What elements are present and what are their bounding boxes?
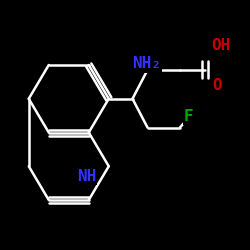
Text: NH₂: NH₂ [132,56,161,71]
Text: OH: OH [211,38,231,52]
Text: NH: NH [76,169,96,184]
Text: O: O [212,78,222,93]
Text: F: F [184,109,194,124]
